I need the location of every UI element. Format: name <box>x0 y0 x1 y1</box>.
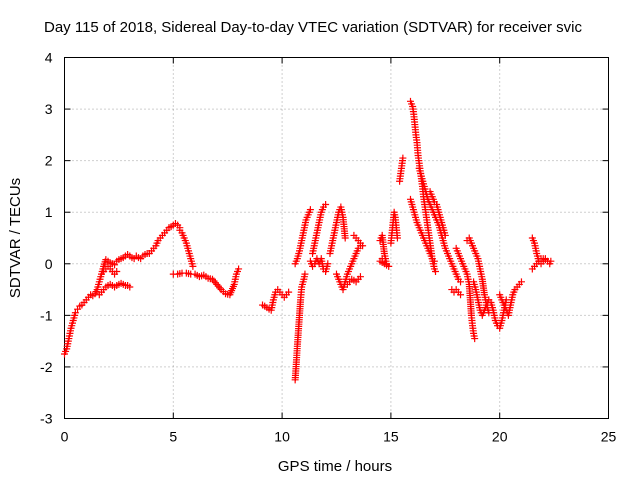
x-tick-label: 5 <box>169 429 177 445</box>
data-point <box>432 268 440 276</box>
x-tick-label: 15 <box>383 429 399 445</box>
y-tick-label: 3 <box>45 101 53 117</box>
data-point <box>393 234 401 242</box>
data-point <box>71 309 79 317</box>
data-point <box>216 284 224 292</box>
x-tick-label: 0 <box>61 429 69 445</box>
data-point <box>441 231 449 239</box>
y-tick-label: -2 <box>40 359 53 375</box>
x-axis-label: GPS time / hours <box>278 458 392 475</box>
y-tick-label: 4 <box>45 50 53 66</box>
x-tick-label: 20 <box>492 429 508 445</box>
data-point <box>471 335 479 343</box>
y-axis-label: SDTVAR / TECUs <box>7 178 24 298</box>
data-point <box>126 283 134 291</box>
data-point <box>189 262 197 270</box>
data-points <box>61 97 555 384</box>
y-tick-label: -3 <box>40 411 53 427</box>
x-tick-label: 10 <box>274 429 290 445</box>
data-point <box>430 257 438 265</box>
data-point <box>547 257 555 265</box>
data-point <box>285 288 293 296</box>
chart-title: Day 115 of 2018, Sidereal Day-to-day VTE… <box>44 19 582 36</box>
data-point <box>324 260 332 268</box>
data-point <box>341 234 349 242</box>
y-tick-label: -1 <box>40 307 53 323</box>
data-point <box>359 242 367 250</box>
data-point <box>306 206 314 214</box>
y-tick-label: 2 <box>45 153 53 169</box>
data-point <box>113 268 121 276</box>
data-point <box>457 278 465 286</box>
data-point <box>541 256 549 264</box>
data-point <box>378 255 386 263</box>
data-point <box>399 154 407 162</box>
data-point <box>517 278 525 286</box>
axis-ticks: 0 5 10 15 20 25 -3 -2 -1 0 1 2 3 4 <box>40 50 616 445</box>
x-tick-label: 25 <box>601 429 617 445</box>
y-tick-label: 0 <box>45 256 53 272</box>
y-tick-label: 1 <box>45 204 53 220</box>
data-point <box>235 265 243 273</box>
data-point <box>322 200 330 208</box>
data-point <box>457 291 465 299</box>
plot-frame <box>64 57 609 419</box>
data-point <box>356 273 364 281</box>
data-point <box>111 261 119 269</box>
data-point <box>301 270 309 278</box>
